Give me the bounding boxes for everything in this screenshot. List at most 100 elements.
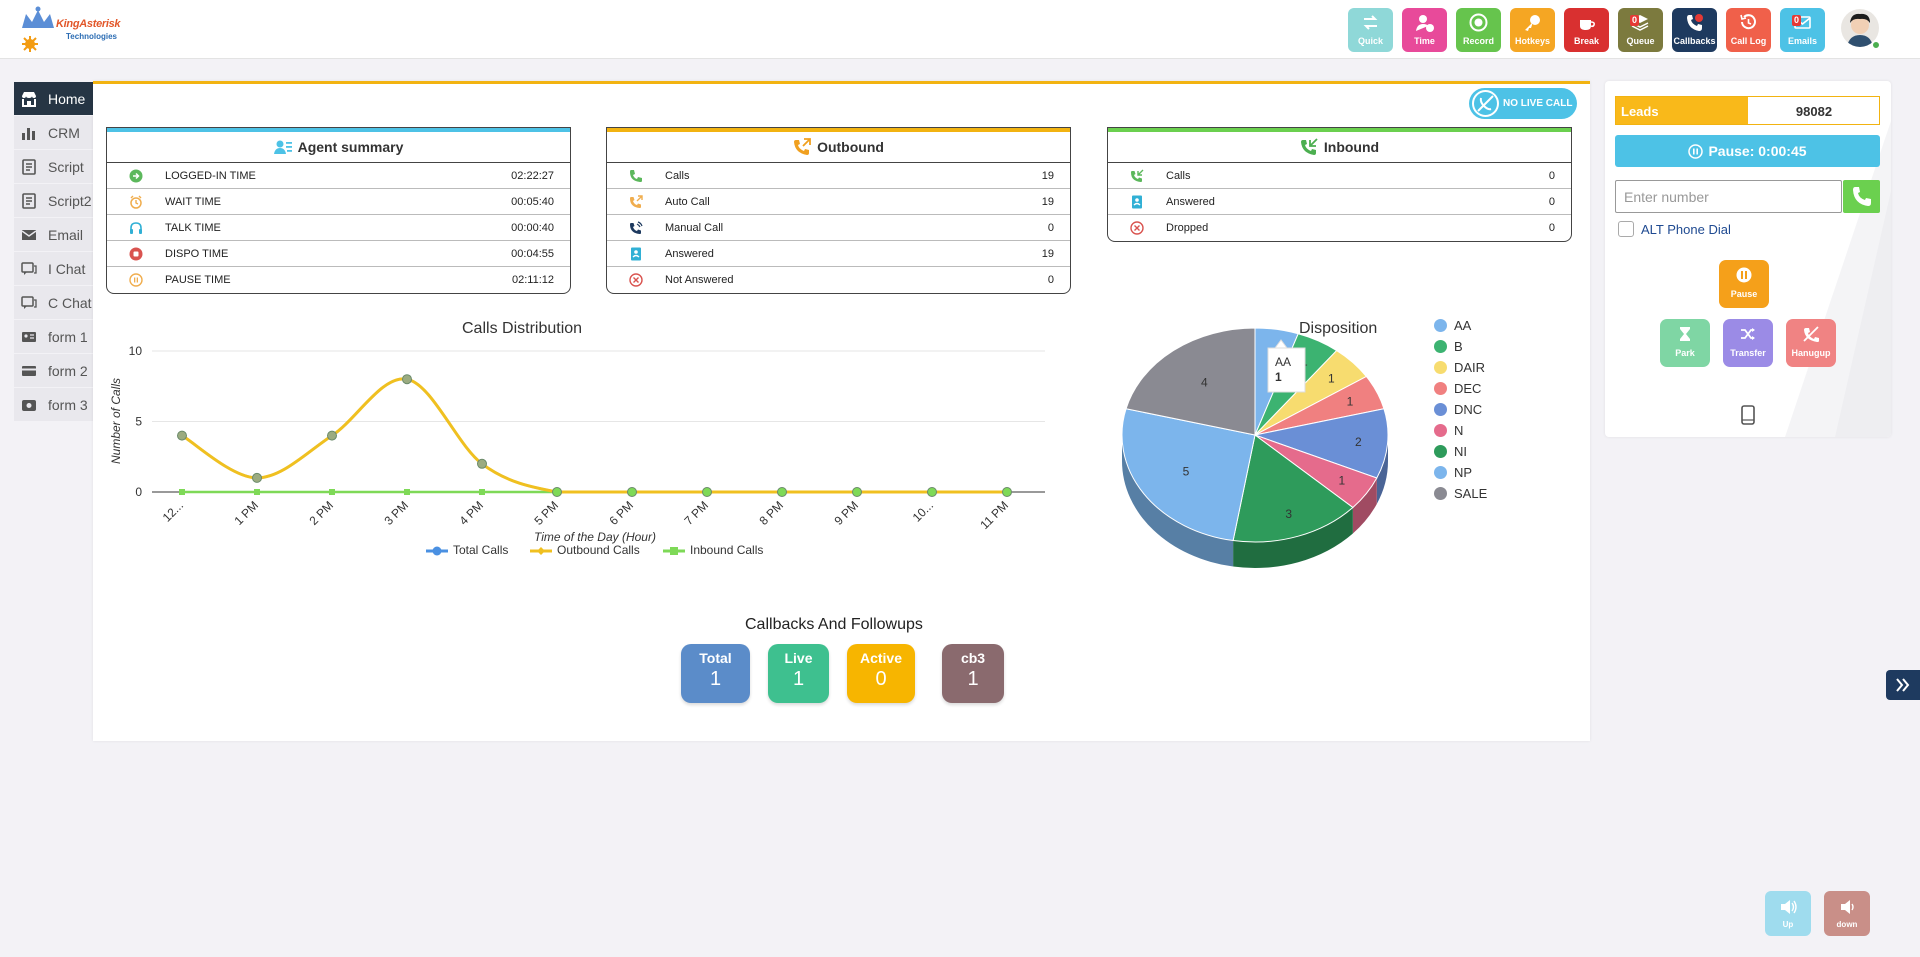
- data-point-outbound[interactable]: [177, 430, 187, 441]
- pie-tooltip-value: 1: [1275, 370, 1282, 384]
- data-point-outbound[interactable]: [477, 458, 487, 469]
- data-point-outbound[interactable]: [927, 487, 937, 497]
- callback-box-total[interactable]: Total 1: [681, 644, 750, 703]
- data-point-outbound[interactable]: [1002, 487, 1012, 497]
- x-tick-label: 7 PM: [681, 498, 711, 528]
- x-circle-icon: [1130, 221, 1144, 235]
- crown-logo-icon: [22, 6, 54, 52]
- sidebar-item-label: CRM: [48, 124, 80, 141]
- volume-up-button[interactable]: Up: [1765, 891, 1811, 936]
- sidebar-item-email[interactable]: Email: [14, 218, 93, 252]
- logo-subtitle: Technologies: [66, 32, 117, 41]
- data-point-outbound[interactable]: [252, 472, 262, 483]
- legend-item[interactable]: Total Calls: [426, 543, 508, 557]
- stat-row: Dropped 0: [1108, 215, 1571, 241]
- stat-row: TALK TIME 00:00:40: [107, 215, 570, 241]
- pause-button[interactable]: Pause: [1719, 260, 1769, 308]
- data-point-outbound[interactable]: [552, 487, 562, 497]
- data-point-inbound[interactable]: [254, 489, 260, 495]
- data-point-outbound[interactable]: [777, 487, 787, 497]
- callback-box-value: 0: [875, 668, 887, 690]
- legend-item[interactable]: Outbound Calls: [530, 543, 640, 557]
- break-button[interactable]: Break: [1564, 8, 1609, 52]
- callback-box-cb3[interactable]: cb3 1: [942, 644, 1004, 703]
- park-button[interactable]: Park: [1660, 319, 1710, 367]
- pie-slice-dnc[interactable]: [1253, 408, 1389, 479]
- inbound-header: Inbound: [1108, 128, 1571, 163]
- contact-icon: [1130, 195, 1144, 209]
- data-point-outbound[interactable]: [327, 430, 337, 441]
- app-logo[interactable]: KingAsterisk Technologies: [18, 6, 128, 52]
- callbacks-title: Callbacks And Followups: [745, 616, 923, 633]
- data-point-inbound[interactable]: [179, 489, 185, 495]
- credit-card-icon: [20, 363, 38, 379]
- legend-label: NI: [1454, 444, 1467, 459]
- sidebar-item-crm[interactable]: CRM: [14, 116, 93, 150]
- mobile-phone-icon[interactable]: [1741, 405, 1755, 425]
- pie-slice-sale[interactable]: [1125, 327, 1256, 436]
- dial-button[interactable]: [1843, 180, 1880, 213]
- callback-box-live[interactable]: Live 1: [768, 644, 829, 703]
- emails-button[interactable]: 0 Emails: [1780, 8, 1825, 52]
- pie-slice-np[interactable]: [1121, 408, 1256, 542]
- volume-down-button[interactable]: down: [1824, 891, 1870, 936]
- top-button-label: Record: [1462, 36, 1494, 46]
- expand-panel-button[interactable]: [1886, 670, 1920, 700]
- document-icon: [20, 158, 38, 175]
- sidebar-item-form-3[interactable]: form 3: [14, 388, 93, 422]
- time-button[interactable]: Time: [1402, 8, 1447, 52]
- alt-phone-dial[interactable]: ALT Phone Dial: [1618, 221, 1731, 237]
- no-live-call-text: NO LIVE CALL: [1503, 98, 1573, 109]
- phone-number-input[interactable]: [1615, 180, 1842, 213]
- legend-item[interactable]: Inbound Calls: [663, 543, 763, 557]
- sidebar-item-script2[interactable]: Script2: [14, 184, 93, 218]
- data-point-inbound[interactable]: [404, 489, 410, 495]
- sidebar-item-form-1[interactable]: form 1: [14, 320, 93, 354]
- pause-status-bar[interactable]: Pause: 0:00:45: [1615, 135, 1880, 167]
- data-point-outbound[interactable]: [402, 374, 412, 385]
- phone-outgoing-icon: [794, 138, 811, 155]
- hotkeys-button[interactable]: Hotkeys: [1510, 8, 1555, 52]
- alt-phone-dial-checkbox[interactable]: [1618, 221, 1634, 237]
- data-point-outbound[interactable]: [852, 487, 862, 497]
- callbacks-button[interactable]: Callbacks: [1672, 8, 1717, 52]
- legend-item[interactable]: AA: [1434, 318, 1471, 333]
- phone-slash-icon: [1472, 90, 1499, 117]
- sidebar-item-i-chat[interactable]: I Chat: [14, 252, 93, 286]
- pie-slice-ni[interactable]: [1232, 434, 1354, 543]
- stat-value: 0: [1548, 222, 1555, 234]
- legend-marker: [530, 545, 552, 555]
- queue-button[interactable]: 0 Queue: [1618, 8, 1663, 52]
- hangup-button[interactable]: Hanugup: [1786, 319, 1836, 367]
- legend-label: N: [1454, 423, 1464, 438]
- pie-data-label: 1: [1328, 371, 1335, 385]
- legend-item[interactable]: DAIR: [1434, 360, 1485, 375]
- stat-label: Answered: [665, 247, 714, 260]
- user-avatar[interactable]: [1841, 9, 1879, 47]
- legend-item[interactable]: NI: [1434, 444, 1467, 459]
- quick-button[interactable]: Quick: [1348, 8, 1393, 52]
- sidebar-item-form-2[interactable]: form 2: [14, 354, 93, 388]
- data-point-inbound[interactable]: [479, 489, 485, 495]
- call-log-button[interactable]: Call Log: [1726, 8, 1771, 52]
- legend-item[interactable]: DNC: [1434, 402, 1482, 417]
- data-point-outbound[interactable]: [627, 487, 637, 497]
- data-point-outbound[interactable]: [702, 487, 712, 497]
- headset-icon: [129, 221, 143, 235]
- stat-label: Answered: [1166, 195, 1215, 208]
- legend-item[interactable]: NP: [1434, 465, 1472, 480]
- pie-tooltip: AA1: [1267, 339, 1306, 393]
- legend-item[interactable]: DEC: [1434, 381, 1481, 396]
- legend-item[interactable]: SALE: [1434, 486, 1487, 501]
- sidebar-item-c-chat[interactable]: C Chat: [14, 286, 93, 320]
- data-point-inbound[interactable]: [329, 489, 335, 495]
- sidebar-item-script[interactable]: Script: [14, 150, 93, 184]
- callback-box-active[interactable]: Active 0: [847, 644, 915, 703]
- legend-item[interactable]: N: [1434, 423, 1463, 438]
- stat-label: DISPO TIME: [165, 247, 229, 260]
- legend-item[interactable]: B: [1434, 339, 1463, 354]
- sidebar-item-home[interactable]: Home: [14, 82, 93, 116]
- transfer-button[interactable]: Transfer: [1723, 319, 1773, 367]
- legend-marker: [1434, 445, 1447, 458]
- record-button[interactable]: Record: [1456, 8, 1501, 52]
